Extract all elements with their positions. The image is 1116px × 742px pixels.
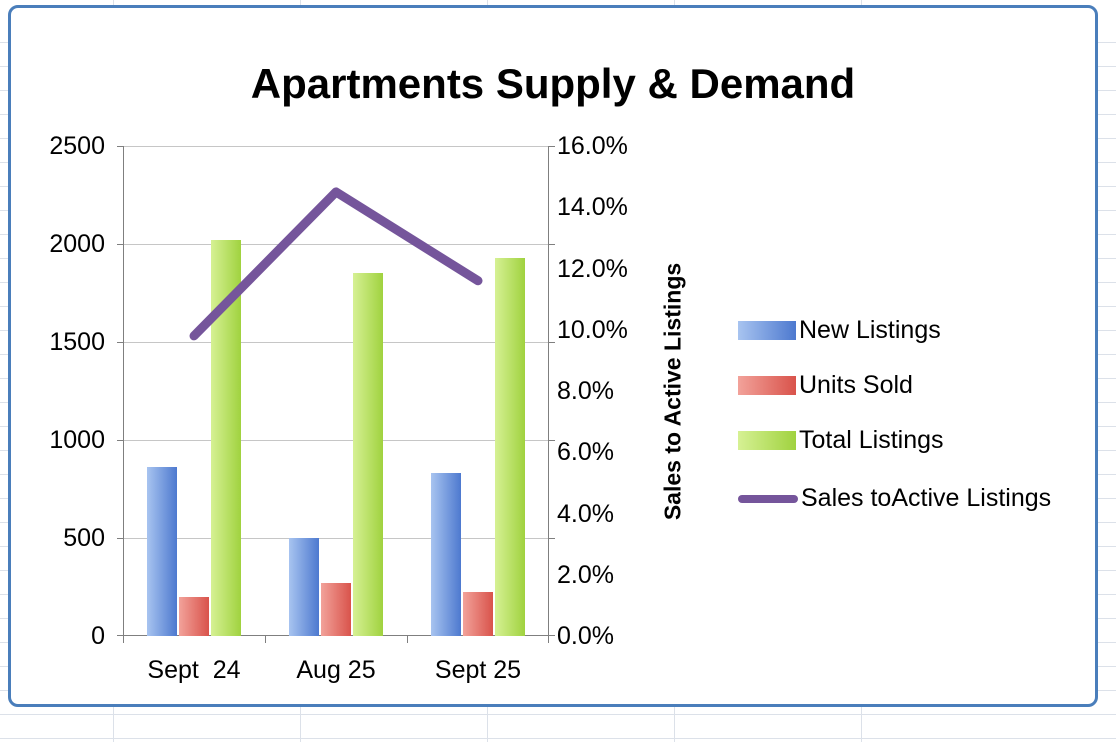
left-axis-line — [123, 146, 124, 636]
gridline — [117, 538, 555, 539]
x-axis-tick — [264, 636, 266, 643]
left-axis-tick: 0 — [91, 622, 105, 650]
bar-new-listings[interactable] — [146, 467, 177, 636]
legend-label: Sales toActive Listings — [801, 484, 1052, 512]
right-axis-tick: 16.0% — [557, 132, 628, 160]
right-axis-line — [548, 146, 549, 636]
x-category-label: Sept 24 — [147, 656, 241, 684]
bar-units-sold[interactable] — [462, 591, 493, 636]
sales-to-active-line[interactable] — [123, 146, 549, 636]
right-axis-tick: 6.0% — [557, 438, 614, 467]
gridline — [117, 342, 555, 343]
left-axis-tick: 1000 — [49, 426, 105, 454]
legend-label: Units Sold — [799, 371, 913, 399]
bar-new-listings[interactable] — [430, 473, 461, 636]
left-axis-tick: 1500 — [49, 328, 105, 356]
units-sold-swatch-icon — [738, 376, 796, 395]
legend-item-total-listings[interactable]: Total Listings — [738, 426, 944, 455]
legend-item-sales-to-active[interactable]: Sales toActive Listings — [738, 484, 1051, 513]
left-axis-tick: 500 — [63, 524, 105, 552]
chart-area[interactable]: Apartments Supply & Demand 2500 2000 150… — [8, 5, 1098, 707]
left-axis-tick: 2500 — [49, 132, 105, 160]
plot-area[interactable] — [117, 146, 555, 643]
legend-label: Total Listings — [799, 426, 944, 454]
right-axis-tick: 2.0% — [557, 560, 614, 589]
x-axis-tick — [548, 636, 549, 643]
new-listings-swatch-icon — [738, 321, 796, 340]
bar-units-sold[interactable] — [178, 596, 209, 636]
right-axis-tick: 8.0% — [557, 377, 614, 405]
x-axis-tick — [123, 636, 124, 643]
legend-label: New Listings — [799, 316, 941, 344]
right-axis-tick: 0.0% — [557, 622, 614, 650]
bar-total-listings[interactable] — [352, 273, 383, 636]
gridline — [117, 440, 555, 441]
right-axis-tick: 12.0% — [557, 254, 628, 283]
right-axis-tick: 4.0% — [557, 499, 614, 528]
category-group-aug-25 — [265, 146, 407, 636]
category-group-sept-25 — [407, 146, 549, 636]
right-axis-title: Sales to Active Listings — [659, 262, 686, 521]
sales-line-swatch-icon — [738, 494, 798, 503]
x-category-label: Aug 25 — [296, 656, 376, 684]
total-listings-swatch-icon — [738, 431, 796, 450]
right-axis-tick: 14.0% — [557, 193, 628, 221]
x-category-label: Sept 25 — [434, 656, 522, 684]
gridline — [117, 146, 555, 147]
legend-item-new-listings[interactable]: New Listings — [738, 316, 941, 345]
left-axis-tick: 2000 — [49, 230, 105, 258]
gridline — [117, 244, 555, 245]
x-axis-tick — [407, 636, 408, 643]
legend-item-units-sold[interactable]: Units Sold — [738, 371, 913, 400]
bar-new-listings[interactable] — [288, 538, 319, 636]
chart-title: Apartments Supply & Demand — [250, 60, 856, 107]
bar-total-listings[interactable] — [494, 257, 525, 636]
right-axis-tick: 10.0% — [557, 315, 628, 344]
bar-units-sold[interactable] — [320, 583, 351, 636]
